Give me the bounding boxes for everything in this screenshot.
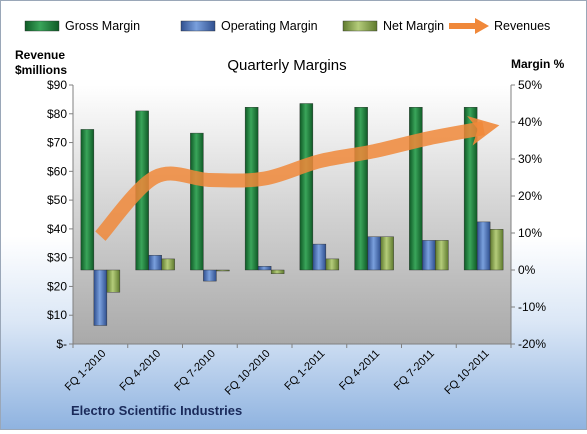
bars: [80, 103, 504, 326]
legend-revenues-swatch-arrow: [475, 18, 489, 34]
right-tick-label: -20%: [518, 337, 546, 351]
revenue-line: [95, 115, 500, 241]
x-tick-label: FQ 7-2011: [392, 348, 437, 393]
gross-margin-bar: [463, 106, 478, 271]
gross-margin-bar: [409, 106, 423, 271]
gross-margin-bar: [190, 132, 204, 271]
legend-operating-margin-label: Operating Margin: [221, 19, 318, 33]
legend-net-margin-label: Net Margin: [383, 19, 444, 33]
left-tick-label: $90: [47, 78, 67, 92]
legend-gross-margin-label: Gross Margin: [65, 19, 140, 33]
legend-revenues-label: Revenues: [494, 19, 550, 33]
operating-margin-bar: [422, 240, 436, 271]
left-tick-label: $10: [47, 308, 67, 322]
company-name: Electro Scientific Industries: [71, 403, 242, 418]
right-tick-label: 30%: [518, 152, 542, 166]
x-tick-label: FQ 7-2010: [172, 348, 218, 394]
right-tick-label: 20%: [518, 189, 542, 203]
chart-title: Quarterly Margins: [227, 57, 346, 74]
right-tick-label: 50%: [518, 78, 542, 92]
right-tick-label: 10%: [518, 226, 542, 240]
left-tick-label: $40: [47, 222, 67, 236]
operating-margin-bar: [367, 236, 381, 271]
x-tick-label: FQ 4-2010: [118, 348, 164, 394]
x-tick-label: FQ 10-2011: [442, 348, 491, 397]
legend-gross-margin-swatch: [24, 20, 60, 32]
net-margin-bar: [216, 269, 230, 272]
operating-margin-bar: [312, 243, 327, 271]
gross-margin-bar: [354, 106, 368, 271]
left-tick-label: $20: [47, 279, 67, 293]
net-margin-bar: [435, 240, 449, 271]
right-tick-label: -10%: [518, 300, 546, 314]
legend-revenues: Revenues: [449, 18, 550, 34]
left-tick-label: $50: [47, 193, 67, 207]
net-margin-bar: [380, 236, 394, 271]
left-tick-label: $70: [47, 136, 67, 150]
x-tick-label: FQ 10-2010: [223, 348, 273, 398]
net-margin-bar: [270, 269, 285, 274]
x-tick-label: FQ 4-2011: [337, 348, 382, 393]
gross-margin-bar: [80, 129, 95, 271]
left-tick-label: $60: [47, 164, 67, 178]
x-tick-label: FQ 1-2010: [63, 348, 109, 394]
net-margin-bar: [489, 229, 504, 271]
net-margin-bar: [106, 269, 121, 293]
legend-net-margin-swatch: [342, 20, 378, 32]
net-margin-bar: [161, 258, 175, 271]
net-margin-bar: [325, 258, 340, 271]
legend-operating-margin-swatch: [180, 20, 216, 32]
operating-margin-bar: [148, 254, 162, 271]
legend-operating-margin: Operating Margin: [180, 19, 318, 33]
legend-gross-margin: Gross Margin: [24, 19, 140, 33]
operating-margin-bar: [203, 269, 217, 282]
revenues-line-path: [95, 115, 500, 241]
operating-margin-bar: [257, 266, 272, 271]
gross-margin-bar: [244, 106, 259, 271]
gross-margin-bar: [299, 103, 314, 271]
legend: Gross Margin Operating Margin Net Margin Re…: [24, 18, 550, 34]
x-tick-label: FQ 1-2011: [282, 348, 327, 393]
left-axis-label-line2: $millions: [15, 63, 67, 77]
operating-margin-bar: [476, 221, 491, 271]
operating-margin-bar: [93, 269, 108, 326]
right-tick-label: 0%: [518, 263, 536, 277]
legend-net-margin: Net Margin: [342, 19, 444, 33]
right-axis-label: Margin %: [511, 57, 565, 71]
left-tick-label: $30: [47, 251, 67, 265]
right-tick-label: 40%: [518, 115, 542, 129]
left-tick-label: $80: [47, 107, 67, 121]
left-tick-label: $-: [56, 337, 67, 351]
left-axis-label-line1: Revenue: [15, 48, 65, 62]
